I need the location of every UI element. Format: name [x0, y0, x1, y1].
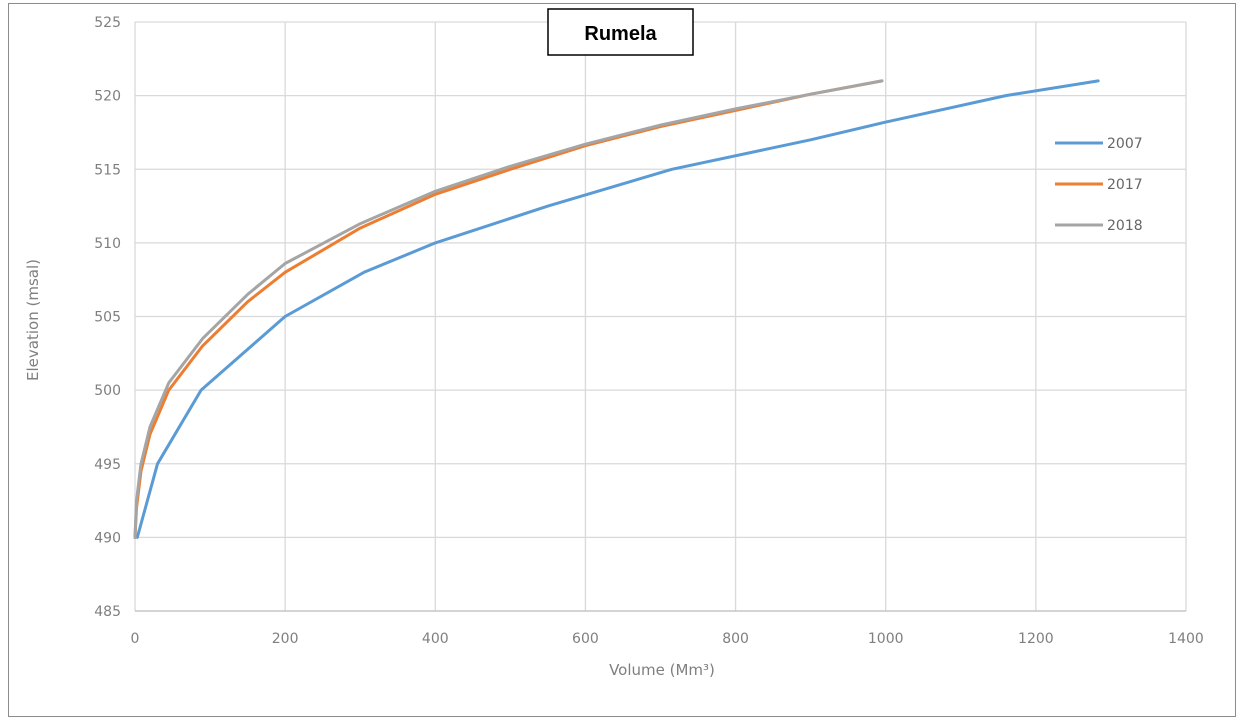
axes: 0 200 400 600 800 1000 1200 1400 485 490 495 500 505… [94, 15, 1204, 647]
y-tick-label: 495 [94, 457, 121, 473]
y-tick-label: 490 [94, 530, 121, 546]
chart-frame [8, 3, 1236, 717]
series-line-2018 [133, 79, 884, 539]
y-tick-label: 525 [94, 15, 121, 31]
chart-title: Rumela [584, 23, 657, 45]
x-tick-label: 600 [572, 631, 599, 647]
x-tick-label: 800 [722, 631, 749, 647]
x-tick-label: 0 [131, 631, 140, 647]
series-lines [133, 79, 1100, 539]
x-tick-label: 400 [422, 631, 449, 647]
grid [134, 21, 1187, 612]
x-tick-label: 1200 [1018, 631, 1054, 647]
legend-label-2007: 2007 [1107, 136, 1143, 152]
y-tick-label: 505 [94, 310, 121, 326]
x-axis-title: Volume (Mm³) [609, 661, 715, 679]
x-tick-label: 200 [272, 631, 299, 647]
y-axis-title: Elevation (msal) [24, 259, 42, 381]
y-tick-label: 515 [94, 162, 121, 178]
y-tick-label: 485 [94, 604, 121, 620]
x-tick-label: 1400 [1168, 631, 1204, 647]
y-tick-label: 510 [94, 236, 121, 252]
legend-label-2017: 2017 [1107, 177, 1143, 193]
legend: 2007 2017 2018 [1055, 136, 1143, 234]
y-tick-label: 500 [94, 383, 121, 399]
y-tick-label: 520 [94, 89, 121, 105]
series-line-2007 [135, 79, 1100, 539]
chart-title-box: Rumela [547, 8, 694, 56]
x-tick-label: 1000 [868, 631, 904, 647]
legend-label-2018: 2018 [1107, 218, 1143, 234]
